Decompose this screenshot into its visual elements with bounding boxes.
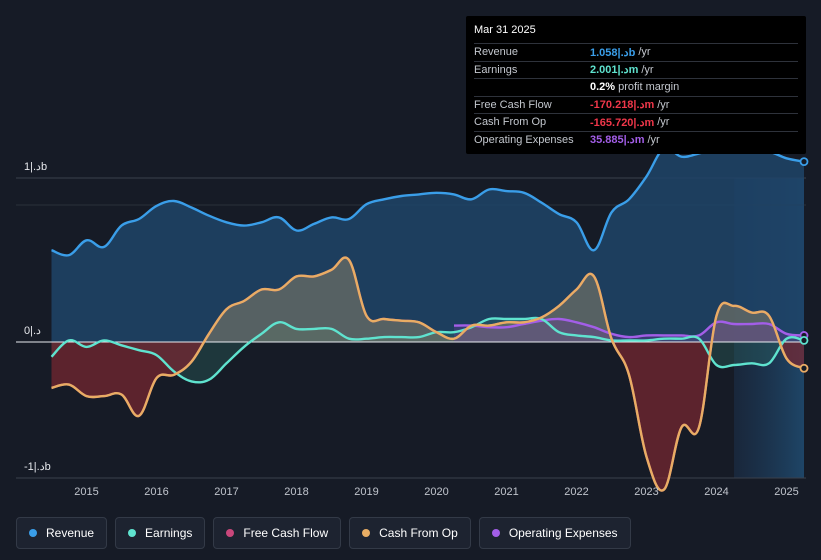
tooltip-row: Operating Expenses 35.885|.دm/yr [474,130,798,149]
legend-dot-icon [491,529,500,537]
x-tick-label: 2019 [354,486,378,498]
tooltip-row-unit: /yr [641,63,654,76]
tooltip-row-value: 0.2% [590,81,616,94]
tooltip-row-label: Revenue [474,46,519,59]
tooltip-row-label: Earnings [474,63,518,76]
legend: Revenue Earnings Free Cash Flow Cash From O… [16,517,631,549]
data-tooltip: Mar 31 2025 Revenue 1.058|.دb/yr Earnings 2… [466,16,806,154]
x-tick-label: 2016 [144,486,168,498]
tooltip-row: Revenue 1.058|.دb/yr [474,43,798,61]
operating-expenses-line [453,317,805,339]
x-tick-label: 2020 [424,486,448,498]
cash-from-op-positive-area [51,257,804,342]
legend-item-operating-expenses[interactable]: Operating Expenses [478,517,631,549]
legend-label: Operating Expenses [508,526,618,540]
tooltip-row: Free Cash Flow -170.218|.دm/yr [474,95,798,114]
legend-label: Revenue [46,526,95,540]
legend-label: Cash From Op [379,526,458,540]
legend-item-free-cash-flow[interactable]: Free Cash Flow [213,517,342,549]
x-tick-label: 2017 [214,486,238,498]
y-axis-label-bottom: -1|.دb [24,461,51,473]
x-tick-label: 2015 [74,486,98,498]
legend-item-cash-from-op[interactable]: Cash From Op [349,517,471,549]
tooltip-row-unit: /yr [647,133,660,146]
legend-label: Free Cash Flow [243,526,329,540]
operating-expenses-area [454,318,804,342]
tooltip-row: Cash From Op -165.720|.دm/yr [474,113,798,131]
legend-dot-icon [128,529,137,537]
revenue-area [51,145,804,342]
legend-dot-icon [362,529,371,537]
cash-from-op-end-point [799,363,809,373]
revenue-line [51,143,805,257]
x-tick-label: 2023 [634,486,658,498]
earnings-line [50,316,805,384]
chart-area: 1|.دb 0|.د -1|.دb 2015 2016 2017 2018 2019 2020 2… [16,143,809,498]
tooltip-row-label: Cash From Op [474,116,547,129]
legend-item-revenue[interactable]: Revenue [16,517,108,549]
tooltip-row: Earnings 2.001|.دm/yr [474,60,798,79]
tooltip-row-label: Operating Expenses [474,133,574,146]
x-tick-label: 2025 [774,486,798,498]
tooltip-row-value: -170.218|.دm [590,99,655,112]
y-axis-label-top: 1|.دb [24,161,47,173]
legend-dot-icon [29,529,37,537]
tooltip-date: Mar 31 2025 [474,24,536,36]
x-tick-label: 2018 [284,486,308,498]
cash-from-op-line [51,256,805,492]
tooltip-row-unit: /yr [657,116,670,129]
revenue-end-point [799,157,809,167]
earnings-area [51,317,804,383]
tooltip-row-unit: /yr [638,46,651,59]
tooltip-row-label: Free Cash Flow [474,98,552,111]
tooltip-row-value: -165.720|.دm [590,116,655,129]
earnings-end-point [799,335,809,345]
tooltip-row-unit: profit margin [618,81,680,94]
x-tick-label: 2024 [704,486,728,498]
x-tick-label: 2022 [564,486,588,498]
legend-item-earnings[interactable]: Earnings [115,517,206,549]
tooltip-row-value: 35.885|.دm [590,134,645,147]
cash-from-op-negative-area [51,342,804,491]
tooltip-row-value: 1.058|.دb [590,46,636,59]
tooltip-row-unit: /yr [657,98,670,111]
legend-dot-icon [226,529,235,537]
y-axis-label-zero: 0|.د [24,325,41,337]
tooltip-row-value: 2.001|.دm [590,64,639,77]
tooltip-row: 0.2% profit margin [474,78,798,96]
x-tick-label: 2021 [494,486,518,498]
legend-label: Earnings [145,526,193,540]
